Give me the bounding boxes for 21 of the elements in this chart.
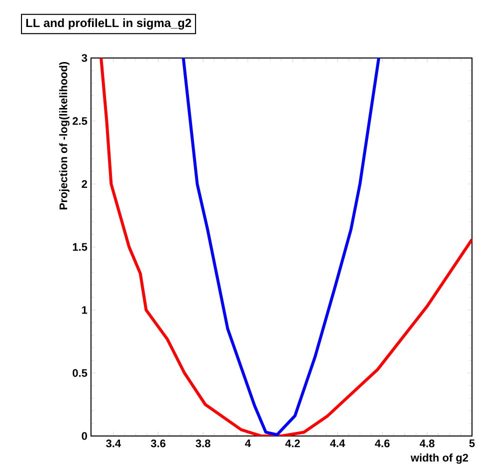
x-tick-label: 4.4 [330, 440, 346, 448]
y-tick-label: 0.5 [72, 369, 88, 377]
y-tick-label: 0 [82, 432, 88, 440]
y-tick-label: 3 [82, 54, 88, 62]
x-tick-label: 4.2 [285, 440, 300, 448]
line-series [182, 58, 380, 436]
chart-title: LL and profileLL in sigma_g2 [26, 18, 192, 30]
x-tick-label: 3.8 [196, 440, 210, 448]
x-tick-label: 3.4 [106, 440, 121, 448]
x-tick-label: 4 [245, 440, 251, 448]
x-tick-label: 3.6 [150, 440, 166, 448]
y-axis-title: Projection of -log(likelihood) [59, 62, 70, 210]
y-tick-label: 2.5 [72, 117, 88, 125]
x-tick-label: 4.8 [420, 440, 434, 448]
x-tick-label: 5 [469, 440, 475, 448]
y-tick-label: 1 [82, 306, 88, 314]
x-axis-title: width of g2 [410, 454, 468, 464]
y-tick-label: 2 [82, 180, 88, 188]
line-series [100, 58, 472, 436]
y-tick-label: 1.5 [72, 243, 88, 251]
x-tick-label: 4.6 [374, 440, 390, 448]
